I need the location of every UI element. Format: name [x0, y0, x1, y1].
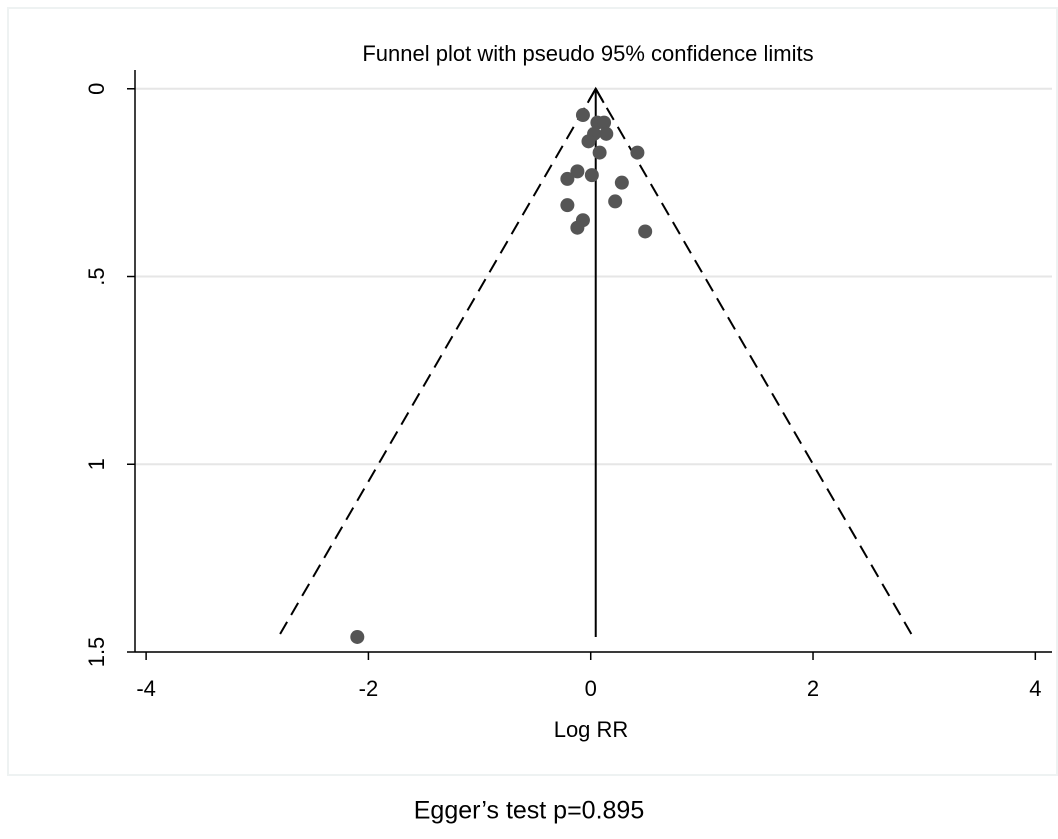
study-point — [592, 145, 607, 160]
study-point — [630, 145, 645, 160]
y-tick-label: 1.5 — [84, 637, 109, 668]
footnote: Egger’s test p=0.895 — [414, 797, 645, 825]
x-tick-label: -2 — [359, 676, 379, 701]
lower-confidence-limit — [277, 88, 597, 638]
study-point — [614, 175, 629, 190]
x-tick-label: -4 — [136, 676, 156, 701]
study-point — [560, 171, 575, 186]
chart-title: Funnel plot with pseudo 95% confidence l… — [362, 41, 813, 66]
x-tick-label: 2 — [807, 676, 819, 701]
y-tick-label: 0 — [84, 83, 109, 95]
upper-confidence-limit — [594, 88, 914, 638]
y-tick-label: 1 — [84, 458, 109, 470]
study-point — [584, 168, 599, 183]
study-point — [597, 115, 612, 130]
study-point — [570, 220, 585, 235]
graph-region — [7, 7, 1058, 776]
study-point — [599, 126, 614, 141]
study-point — [581, 134, 596, 149]
y-tick-label: .5 — [84, 267, 109, 285]
study-point — [638, 224, 653, 239]
x-tick-label: 0 — [585, 676, 597, 701]
study-point — [560, 198, 575, 213]
x-axis-label: Log RR — [554, 717, 629, 742]
x-tick-label: 4 — [1029, 676, 1041, 701]
study-point — [608, 194, 623, 209]
study-point — [350, 629, 365, 644]
study-point — [570, 164, 585, 179]
study-point — [575, 108, 590, 123]
